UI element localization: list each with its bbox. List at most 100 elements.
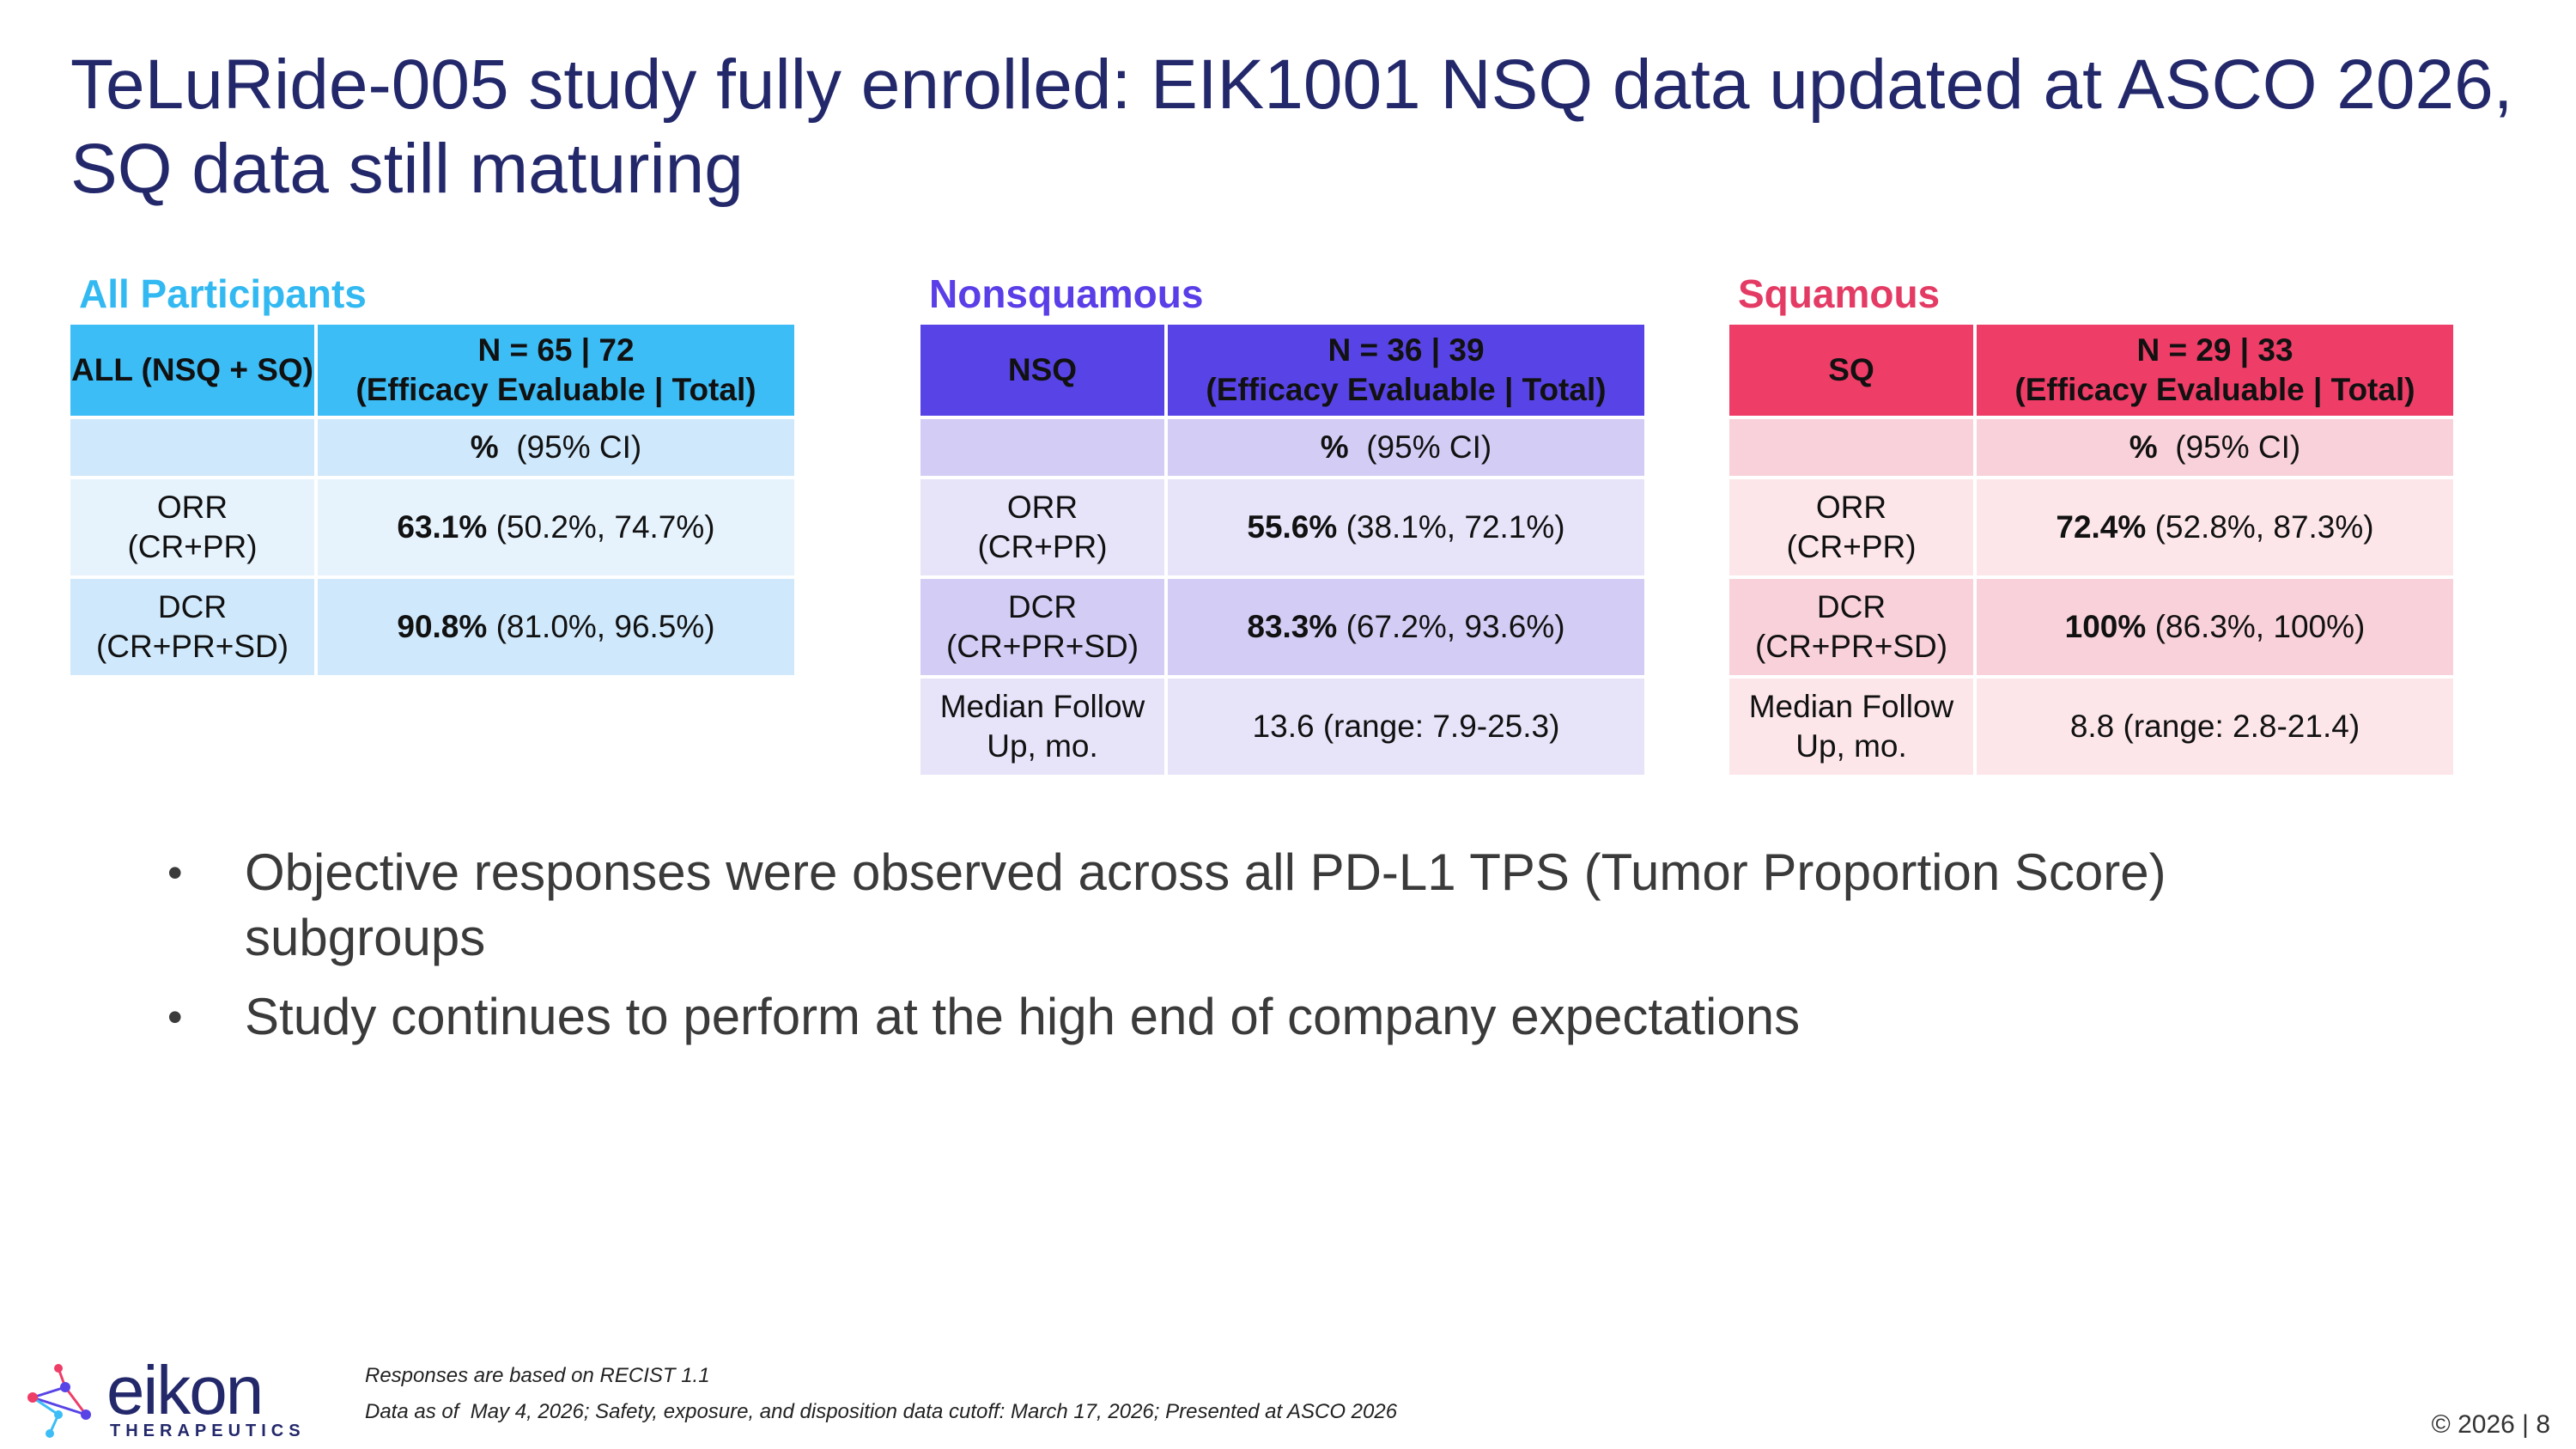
subheader-cell: % (95% CI) [1977, 419, 2453, 479]
bullet-item: • Study continues to perform at the high … [167, 984, 2400, 1050]
company-logo: eikon THERAPEUTICS [24, 1356, 301, 1443]
empty-cell [1729, 419, 1977, 479]
row-label-line: DCR [1816, 589, 1886, 624]
table-header-row: ALL (NSQ + SQ) N = 65 | 72 (Efficacy Eva… [70, 325, 794, 419]
row-value: 100% (86.3%, 100%) [1977, 579, 2453, 679]
row-label-line: Up, mo. [987, 728, 1098, 764]
row-label-line: (CR+PR) [127, 529, 258, 564]
row-label: ORR (CR+PR) [920, 479, 1168, 579]
bullet-text: Study continues to perform at the high e… [245, 988, 1801, 1045]
row-label-line: ORR [156, 490, 228, 525]
row-label: DCR (CR+PR+SD) [920, 579, 1168, 679]
results-table: NSQ N = 36 | 39 (Efficacy Evaluable | To… [920, 325, 1644, 778]
n-count: N = 29 | 33 [2136, 332, 2293, 368]
panel-heading: All Participants [79, 271, 367, 316]
column-header-group: ALL (NSQ + SQ) [70, 325, 318, 419]
n-count: N = 65 | 72 [477, 332, 635, 368]
value-ci: (86.3%, 100%) [2154, 609, 2366, 644]
row-label: DCR (CR+PR+SD) [1729, 579, 1977, 679]
empty-cell [920, 419, 1168, 479]
row-label-line: (CR+PR+SD) [1754, 629, 1948, 664]
pct-label: % [2129, 429, 2158, 465]
table-row: ORR (CR+PR) 55.6% (38.1%, 72.1%) [920, 479, 1644, 579]
n-caption: (Efficacy Evaluable | Total) [1206, 372, 1607, 407]
table-header-row: NSQ N = 36 | 39 (Efficacy Evaluable | To… [920, 325, 1644, 419]
pct-label: % [1320, 429, 1349, 465]
column-header-n: N = 29 | 33 (Efficacy Evaluable | Total) [1977, 325, 2453, 419]
value-ci: (52.8%, 87.3%) [2154, 509, 2374, 545]
table-row: DCR (CR+PR+SD) 100% (86.3%, 100%) [1729, 579, 2453, 679]
row-label-line: ORR [1815, 490, 1887, 525]
empty-cell [70, 419, 318, 479]
table-subheader-row: % (95% CI) [70, 419, 794, 479]
value-bold: 90.8% [397, 609, 488, 644]
row-label: ORR (CR+PR) [70, 479, 318, 579]
row-label-line: DCR [1007, 589, 1078, 624]
row-label-line: (CR+PR) [977, 529, 1108, 564]
panel-all-participants: All Participants ALL (NSQ + SQ) N = 65 |… [70, 268, 794, 679]
molecule-icon [27, 1364, 91, 1438]
panel-heading: Nonsquamous [929, 271, 1204, 316]
panel-squamous: Squamous SQ N = 29 | 33 (Efficacy Evalua… [1729, 268, 2453, 778]
column-header-group: SQ [1729, 325, 1977, 419]
table-row: Median Follow Up, mo. 8.8 (range: 2.8-21… [1729, 679, 2453, 778]
value-bold: 55.6% [1247, 509, 1338, 545]
value-ci: (67.2%, 93.6%) [1346, 609, 1565, 644]
row-label: ORR (CR+PR) [1729, 479, 1977, 579]
ci-label: (95% CI) [2175, 429, 2301, 465]
row-value: 83.3% (67.2%, 93.6%) [1168, 579, 1644, 679]
column-header-group: NSQ [920, 325, 1168, 419]
value-bold: 83.3% [1247, 609, 1338, 644]
bullet-icon: • [167, 993, 183, 1041]
panel-nonsquamous: Nonsquamous NSQ N = 36 | 39 (Efficacy Ev… [920, 268, 1644, 778]
value-text: 8.8 (range: 2.8-21.4) [2069, 709, 2360, 744]
row-value: 8.8 (range: 2.8-21.4) [1977, 679, 2453, 778]
logo-wordmark: eikon [106, 1352, 264, 1428]
subheader-cell: % (95% CI) [318, 419, 794, 479]
row-value: 90.8% (81.0%, 96.5%) [318, 579, 794, 679]
bullet-icon: • [167, 849, 183, 897]
column-header-n: N = 65 | 72 (Efficacy Evaluable | Total) [318, 325, 794, 419]
row-value: 55.6% (38.1%, 72.1%) [1168, 479, 1644, 579]
value-bold: 63.1% [397, 509, 488, 545]
table-row: Median Follow Up, mo. 13.6 (range: 7.9-2… [920, 679, 1644, 778]
row-label: Median Follow Up, mo. [1729, 679, 1977, 778]
results-table: SQ N = 29 | 33 (Efficacy Evaluable | Tot… [1729, 325, 2453, 778]
row-label-line: ORR [1006, 490, 1078, 525]
subheader-cell: % (95% CI) [1168, 419, 1644, 479]
value-bold: 72.4% [2056, 509, 2147, 545]
bullet-item: • Objective responses were observed acros… [167, 840, 2400, 971]
n-caption: (Efficacy Evaluable | Total) [2014, 372, 2415, 407]
value-text: 13.6 (range: 7.9-25.3) [1252, 709, 1560, 744]
footnote: Responses are based on RECIST 1.1 [365, 1364, 710, 1387]
table-row: ORR (CR+PR) 63.1% (50.2%, 74.7%) [70, 479, 794, 579]
ci-label: (95% CI) [1366, 429, 1492, 465]
row-value: 63.1% (50.2%, 74.7%) [318, 479, 794, 579]
pct-label: % [470, 429, 499, 465]
table-subheader-row: % (95% CI) [920, 419, 1644, 479]
row-label-line: (CR+PR+SD) [945, 629, 1139, 664]
table-row: DCR (CR+PR+SD) 83.3% (67.2%, 93.6%) [920, 579, 1644, 679]
panel-heading: Squamous [1738, 271, 1941, 316]
value-ci: (38.1%, 72.1%) [1346, 509, 1565, 545]
table-header-row: SQ N = 29 | 33 (Efficacy Evaluable | Tot… [1729, 325, 2453, 419]
value-ci: (50.2%, 74.7%) [495, 509, 715, 545]
table-row: DCR (CR+PR+SD) 90.8% (81.0%, 96.5%) [70, 579, 794, 679]
table-row: ORR (CR+PR) 72.4% (52.8%, 87.3%) [1729, 479, 2453, 579]
results-table: ALL (NSQ + SQ) N = 65 | 72 (Efficacy Eva… [70, 325, 794, 679]
row-label-line: Median Follow [939, 689, 1145, 724]
table-subheader-row: % (95% CI) [1729, 419, 2453, 479]
ci-label: (95% CI) [516, 429, 642, 465]
row-label-line: (CR+PR) [1786, 529, 1917, 564]
value-ci: (81.0%, 96.5%) [495, 609, 715, 644]
row-label-line: Up, mo. [1795, 728, 1907, 764]
page-number: © 2026 | 8 [2431, 1410, 2550, 1439]
footnotes: Responses are based on RECIST 1.1 Data a… [365, 1358, 1397, 1430]
bullet-list: • Objective responses were observed acros… [167, 840, 2400, 1063]
row-label-line: (CR+PR+SD) [95, 629, 289, 664]
row-label-line: DCR [157, 589, 228, 624]
column-header-n: N = 36 | 39 (Efficacy Evaluable | Total) [1168, 325, 1644, 419]
value-bold: 100% [2064, 609, 2147, 644]
bullet-text: Objective responses were observed across… [245, 843, 2166, 966]
footnote: Data as of May 4, 2026; Safety, exposure… [365, 1400, 1398, 1423]
